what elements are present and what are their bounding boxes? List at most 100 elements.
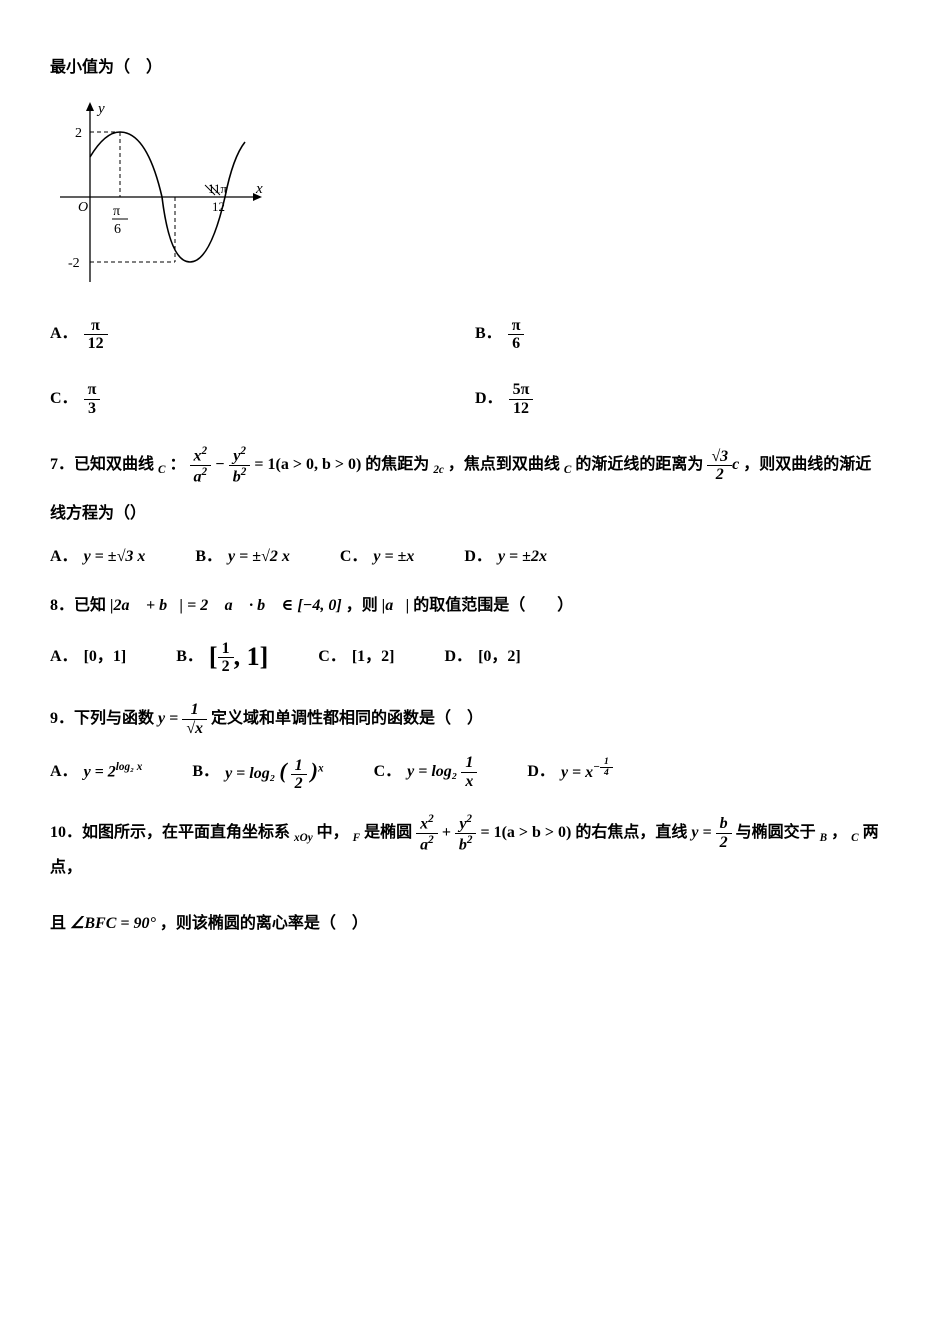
graph-option-c[interactable]: C． π3 bbox=[50, 381, 425, 417]
q9-option-b[interactable]: B． y = log₂ ( 12 )x bbox=[192, 751, 323, 792]
q7-dist-tail: c bbox=[732, 456, 739, 473]
q7-frac1: x2 a2 bbox=[190, 445, 212, 486]
q9-option-c[interactable]: C． y = log₂ 1x bbox=[374, 751, 478, 792]
q7-mid2: ，焦点到双曲线 bbox=[448, 456, 560, 473]
q10-sys: xOy bbox=[294, 824, 313, 841]
option-text: y = log₂ ( 12 )x bbox=[225, 751, 324, 792]
option-text: y = x−14 bbox=[561, 757, 613, 788]
q9-option-a[interactable]: A． y = 2log₂ x bbox=[50, 751, 142, 792]
q7-prefix: 7．已知双曲线 bbox=[50, 456, 154, 473]
q8-expr3: |a⃗| bbox=[382, 597, 410, 614]
option-text: y = log₂ 1x bbox=[407, 754, 477, 790]
q8-options: A． [0，1] B． [ 1 2 , 1] C． [1，2] D． [0，2] bbox=[50, 634, 900, 681]
q7-frac2: y2 b2 bbox=[229, 445, 251, 486]
q10-line-lhs: y = bbox=[691, 824, 711, 841]
frac: π3 bbox=[84, 381, 101, 417]
q10-c: C bbox=[851, 824, 858, 841]
q8-prefix: 8．已知 bbox=[50, 597, 106, 614]
q8-option-b[interactable]: B． [ 1 2 , 1] bbox=[176, 634, 268, 681]
option-label: D． bbox=[527, 758, 555, 787]
option-text: [0，2] bbox=[478, 643, 521, 672]
q10-line1: 10．如图所示，在平面直角坐标系 xOy 中， F 是椭圆 x2 a2 + y2… bbox=[50, 813, 900, 883]
q10-frac2: y2 b2 bbox=[455, 813, 477, 854]
option-text: [0，1] bbox=[84, 643, 127, 672]
graph-option-a[interactable]: A． π12 bbox=[50, 317, 425, 353]
svg-text:11π: 11π bbox=[208, 181, 228, 196]
q7-mid1: 的焦距为 bbox=[365, 456, 429, 473]
q7-dist: √3 2 bbox=[707, 448, 732, 484]
plus: + bbox=[442, 824, 455, 841]
graph-options-row1: A． π12 B． π6 bbox=[50, 317, 900, 353]
option-label: D． bbox=[475, 385, 503, 414]
q10-mid3: 的右焦点，直线 bbox=[575, 824, 687, 841]
q8-line: 8．已知 |2a⃗ + b⃗| = 2， a⃗ · b⃗ ∈ [−4, 0] ，… bbox=[50, 592, 900, 621]
q9-tail: 定义域和单调性都相同的函数是（ ） bbox=[211, 710, 483, 727]
frac: π6 bbox=[508, 317, 525, 353]
option-label: D． bbox=[464, 543, 492, 572]
q7-option-b[interactable]: B． y = ±√2 x bbox=[195, 543, 289, 572]
option-label: C． bbox=[50, 385, 78, 414]
comma: ， bbox=[831, 824, 847, 841]
option-label: C． bbox=[374, 758, 402, 787]
q9-option-d[interactable]: D． y = x−14 bbox=[527, 751, 612, 792]
q7-option-a[interactable]: A． y = ±√3 x bbox=[50, 543, 145, 572]
option-text: y = ±√2 x bbox=[228, 543, 290, 572]
svg-text:6: 6 bbox=[114, 222, 121, 237]
option-label: C． bbox=[340, 543, 368, 572]
q10-line2-pre: 且 bbox=[50, 915, 66, 932]
q10-frac1: x2 a2 bbox=[416, 813, 438, 854]
q9-frac: 1 √x bbox=[182, 701, 207, 737]
q8-expr2: a⃗ · b⃗ ∈ [−4, 0] bbox=[225, 597, 342, 614]
option-label: A． bbox=[50, 543, 78, 572]
q7-tail: ，则双曲线的渐近 bbox=[743, 456, 871, 473]
sine-graph: y x O 2 -2 π 6 11π 12 bbox=[50, 97, 900, 297]
q10-line2: 且 ∠BFC = 90° ，则该椭圆的离心率是（ ） bbox=[50, 910, 900, 939]
option-label: B． bbox=[195, 543, 222, 572]
frac: 1 2 bbox=[218, 640, 234, 676]
q9-options: A． y = 2log₂ x B． y = log₂ ( 12 )x C． y … bbox=[50, 751, 900, 792]
q8-mid: ，则 bbox=[346, 597, 378, 614]
graph-option-b[interactable]: B． π6 bbox=[475, 317, 850, 353]
svg-text:O: O bbox=[78, 200, 88, 215]
option-label: D． bbox=[445, 643, 473, 672]
q7-option-d[interactable]: D． y = ±2x bbox=[464, 543, 547, 572]
bracket-close: , 1] bbox=[234, 634, 269, 681]
q10-b: B bbox=[820, 824, 827, 841]
q10-mid4: 与椭圆交于 bbox=[736, 824, 816, 841]
graph-option-d[interactable]: D． 5π12 bbox=[475, 381, 850, 417]
q10-cond: = 1(a > b > 0) bbox=[480, 824, 571, 841]
q7-mid3: 的渐近线的距离为 bbox=[575, 456, 703, 473]
q7-line1: 7．已知双曲线 C ： x2 a2 − y2 b2 = 1(a > 0, b >… bbox=[50, 445, 900, 486]
svg-text:-2: -2 bbox=[68, 256, 80, 271]
q7-c: C bbox=[158, 456, 165, 473]
q10-line2-tail: ，则该椭圆的离心率是（ ） bbox=[160, 915, 368, 932]
svg-text:12: 12 bbox=[212, 199, 225, 214]
option-label: B． bbox=[176, 643, 203, 672]
q9-lhs: y = bbox=[158, 710, 178, 727]
q7-options: A． y = ±√3 x B． y = ±√2 x C． y = ±x D． y… bbox=[50, 543, 900, 572]
option-label: A． bbox=[50, 643, 78, 672]
svg-text:x: x bbox=[255, 181, 263, 197]
q7-line2: 线方程为（） bbox=[50, 500, 900, 529]
q9-prefix: 9．下列与函数 bbox=[50, 710, 154, 727]
q10-mid1: 中， bbox=[317, 824, 349, 841]
option-text: y = ±2x bbox=[498, 543, 547, 572]
q8-option-d[interactable]: D． [0，2] bbox=[445, 634, 521, 681]
option-label: A． bbox=[50, 320, 78, 349]
q8-option-a[interactable]: A． [0，1] bbox=[50, 634, 126, 681]
option-label: C． bbox=[318, 643, 346, 672]
frac: 5π12 bbox=[509, 381, 534, 417]
q10-prefix: 10．如图所示，在平面直角坐标系 bbox=[50, 824, 290, 841]
q8-option-c[interactable]: C． [1，2] bbox=[318, 634, 394, 681]
q7-option-c[interactable]: C． y = ±x bbox=[340, 543, 415, 572]
q7-colon: ： bbox=[169, 456, 185, 473]
q10-mid2: 是椭圆 bbox=[364, 824, 412, 841]
q10-f: F bbox=[353, 824, 360, 841]
q7-cond: = 1(a > 0, b > 0) bbox=[254, 456, 361, 473]
option-label: B． bbox=[192, 758, 219, 787]
option-text: y = ±√3 x bbox=[84, 543, 146, 572]
option-label: A． bbox=[50, 758, 78, 787]
intro-fragment: 最小值为（ ） bbox=[50, 54, 900, 83]
option-text: y = ±x bbox=[373, 543, 414, 572]
frac: π12 bbox=[84, 317, 108, 353]
